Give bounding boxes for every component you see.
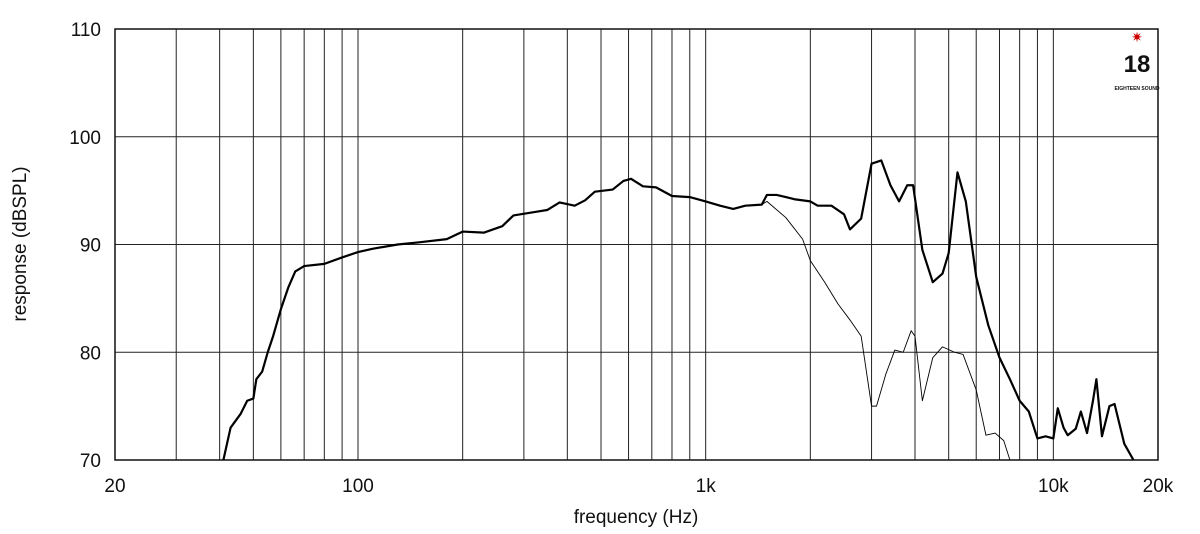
y-tick-label: 70 xyxy=(80,451,101,472)
y-axis-label: response (dBSPL) xyxy=(10,166,31,321)
logo-star: ✷ xyxy=(1131,29,1143,45)
x-tick-label: 20k xyxy=(1143,476,1174,497)
x-tick-label: 10k xyxy=(1038,476,1069,497)
x-tick-label: 20 xyxy=(104,476,125,497)
y-tick-label: 100 xyxy=(69,128,101,149)
logo: ✷ 18 EIGHTEEN SOUND xyxy=(1114,29,1159,92)
logo-number: 18 xyxy=(1124,51,1151,78)
x-tick-label: 100 xyxy=(342,476,374,497)
response-line xyxy=(222,159,1135,460)
plot-frame xyxy=(114,28,1159,461)
y-tick-label: 110 xyxy=(71,20,101,41)
logo-text: EIGHTEEN SOUND xyxy=(1114,86,1159,92)
plot-area xyxy=(222,159,1135,460)
response-line xyxy=(745,200,1011,460)
x-tick-label: 1k xyxy=(696,476,717,497)
y-tick-label: 80 xyxy=(80,343,101,364)
y-tick-label: 90 xyxy=(80,236,101,257)
x-axis-label: frequency (Hz) xyxy=(574,507,699,528)
